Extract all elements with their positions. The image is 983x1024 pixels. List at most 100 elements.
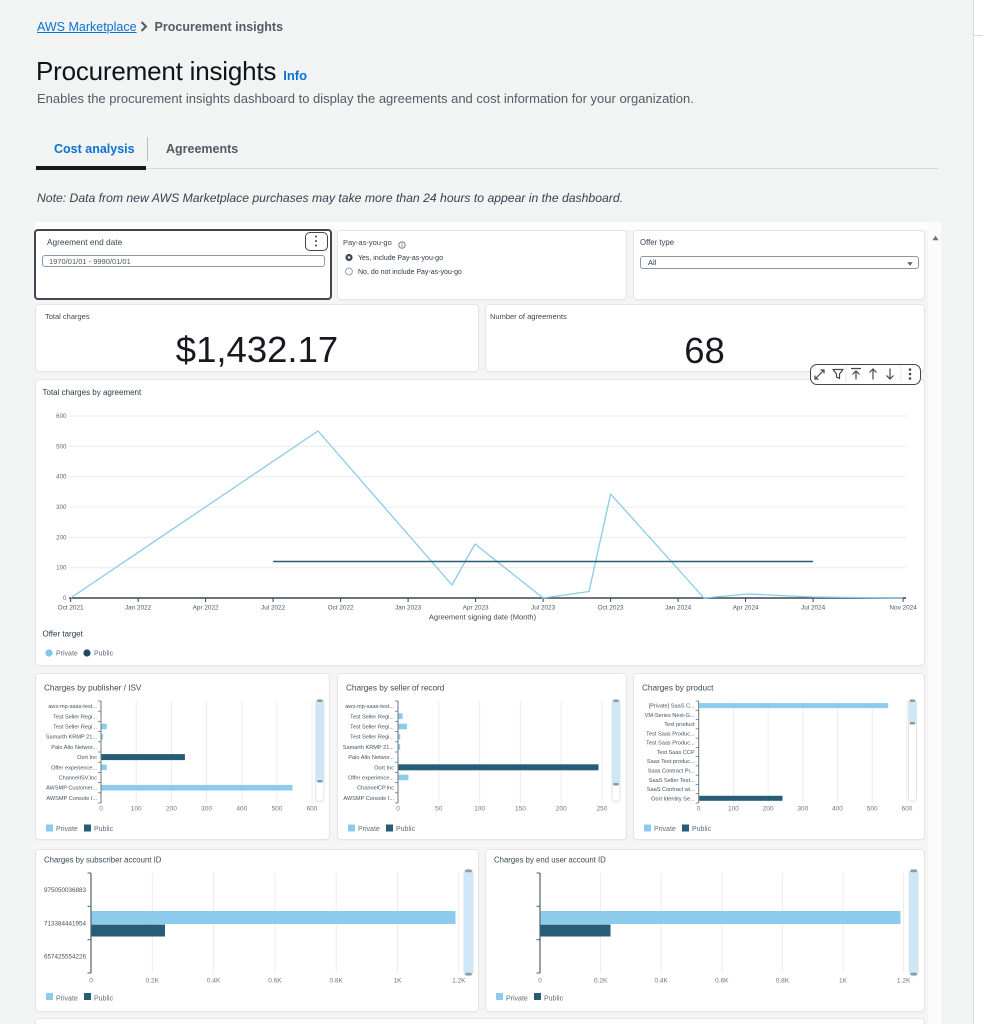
svg-text:Public: Public (94, 651, 114, 658)
svg-text:100: 100 (728, 806, 739, 813)
svg-text:Jul 2023: Jul 2023 (531, 605, 556, 612)
svg-text:ChannelCP.Inc: ChannelCP.Inc (357, 786, 394, 792)
svg-text:657425554226: 657425554226 (44, 954, 87, 961)
svg-text:Jul 2024: Jul 2024 (801, 605, 826, 612)
svg-text:50: 50 (435, 806, 443, 813)
svg-text:0.8K: 0.8K (330, 978, 344, 985)
svg-text:400: 400 (236, 806, 247, 813)
svg-text:Oct 2022: Oct 2022 (328, 605, 354, 612)
svg-text:600: 600 (901, 806, 912, 813)
svg-text:SaaS Contract wi...: SaaS Contract wi... (647, 787, 695, 793)
svg-text:400: 400 (56, 474, 67, 481)
svg-text:1K: 1K (839, 978, 848, 985)
svg-text:0.8K: 0.8K (775, 978, 789, 985)
svg-text:500: 500 (56, 443, 67, 450)
svg-text:Charges by end user account ID: Charges by end user account ID (494, 856, 606, 865)
svg-text:Oct 2021: Oct 2021 (58, 605, 84, 612)
svg-text:Samarth KRMP 21...: Samarth KRMP 21... (343, 745, 395, 751)
svg-text:Palo Alto Networ...: Palo Alto Networ... (348, 755, 394, 761)
svg-text:Test Saas CCP: Test Saas CCP (657, 750, 695, 756)
svg-text:0: 0 (63, 595, 67, 602)
svg-text:Test Seller Regi...: Test Seller Regi... (350, 714, 394, 720)
svg-text:Private: Private (506, 996, 528, 1003)
svg-text:Apr 2022: Apr 2022 (193, 605, 219, 612)
svg-text:Private: Private (654, 826, 676, 833)
svg-text:Test Seller Regi...: Test Seller Regi... (53, 725, 97, 731)
svg-text:600: 600 (307, 806, 318, 813)
svg-text:Saas Contract Pr...: Saas Contract Pr... (648, 769, 695, 775)
svg-text:300: 300 (56, 504, 67, 511)
svg-text:Total charges by agreement: Total charges by agreement (43, 388, 143, 397)
svg-text:100: 100 (131, 806, 142, 813)
svg-text:Test Seller Regi...: Test Seller Regi... (350, 735, 394, 741)
svg-text:Private: Private (358, 826, 380, 833)
svg-text:0: 0 (89, 978, 93, 985)
svg-text:Oort Inc: Oort Inc (374, 765, 394, 771)
svg-text:250: 250 (597, 806, 608, 813)
svg-text:Private: Private (56, 996, 78, 1003)
svg-text:VM-Series Next-G...: VM-Series Next-G... (645, 713, 695, 719)
svg-text:400: 400 (832, 806, 843, 813)
svg-text:500: 500 (867, 806, 878, 813)
svg-text:aws-mp-saas-test...: aws-mp-saas-test... (48, 704, 97, 710)
svg-text:AWSMP Console I...: AWSMP Console I... (343, 796, 394, 802)
svg-text:0.2K: 0.2K (146, 978, 160, 985)
svg-text:SaaS Seller Test...: SaaS Seller Test... (649, 778, 695, 784)
svg-text:Test Seller Regi...: Test Seller Regi... (350, 725, 394, 731)
svg-text:Oort Identity Se...: Oort Identity Se... (651, 796, 695, 802)
svg-text:Oct 2023: Oct 2023 (598, 605, 624, 612)
svg-text:1.2K: 1.2K (896, 978, 910, 985)
svg-text:0: 0 (538, 978, 542, 985)
svg-text:No, do not include Pay-as-you-: No, do not include Pay-as-you-go (358, 269, 462, 276)
svg-text:Public: Public (94, 996, 114, 1003)
svg-text:200: 200 (763, 806, 774, 813)
svg-text:500: 500 (272, 806, 283, 813)
svg-text:Charges by subscriber account: Charges by subscriber account ID (44, 856, 162, 865)
svg-text:Private: Private (56, 651, 78, 658)
svg-text:AWSMP Customer...: AWSMP Customer... (46, 786, 97, 792)
svg-text:0: 0 (396, 806, 400, 813)
svg-text:Apr 2023: Apr 2023 (463, 605, 489, 612)
svg-text:Public: Public (94, 826, 114, 833)
svg-text:Apr 2024: Apr 2024 (733, 605, 759, 612)
svg-text:Public: Public (396, 826, 416, 833)
svg-text:1K: 1K (394, 978, 403, 985)
svg-text:0: 0 (99, 806, 103, 813)
svg-text:713384441954: 713384441954 (44, 920, 87, 927)
svg-text:Offer target: Offer target (43, 630, 84, 639)
svg-text:150: 150 (515, 806, 526, 813)
svg-text:ChannelISV.Inc: ChannelISV.Inc (59, 776, 98, 782)
svg-text:AWSMP Console I...: AWSMP Console I... (46, 796, 97, 802)
svg-text:Saas Test produc...: Saas Test produc... (647, 759, 695, 765)
svg-text:100: 100 (56, 565, 67, 572)
svg-text:Oort Inc: Oort Inc (77, 755, 97, 761)
svg-text:Charges by publisher / ISV: Charges by publisher / ISV (44, 684, 142, 693)
svg-text:0.2K: 0.2K (593, 978, 607, 985)
svg-text:Public: Public (692, 826, 712, 833)
svg-text:300: 300 (797, 806, 808, 813)
svg-text:0.6K: 0.6K (268, 978, 282, 985)
svg-text:Test product: Test product (664, 722, 695, 728)
svg-text:Jan 2022: Jan 2022 (125, 605, 152, 612)
svg-text:Jan 2024: Jan 2024 (665, 605, 692, 612)
svg-text:Test Saas Produc...: Test Saas Produc... (646, 731, 695, 737)
svg-text:0.6K: 0.6K (715, 978, 729, 985)
svg-text:Nov 2024: Nov 2024 (889, 605, 917, 612)
svg-text:Charges by product: Charges by product (642, 684, 714, 693)
svg-text:Offer experience...: Offer experience... (51, 765, 97, 771)
svg-text:Test Seller Regi...: Test Seller Regi... (53, 714, 97, 720)
svg-text:Jul 2022: Jul 2022 (261, 605, 286, 612)
svg-text:100: 100 (474, 806, 485, 813)
svg-text:200: 200 (166, 806, 177, 813)
svg-text:Agreement signing date (Month): Agreement signing date (Month) (429, 613, 537, 622)
svg-text:200: 200 (556, 806, 567, 813)
svg-text:Private: Private (56, 826, 78, 833)
svg-text:300: 300 (201, 806, 212, 813)
svg-text:0.4K: 0.4K (207, 978, 221, 985)
svg-text:0: 0 (697, 806, 701, 813)
svg-text:600: 600 (56, 413, 67, 420)
svg-text:0.4K: 0.4K (654, 978, 668, 985)
svg-text:975050036883: 975050036883 (44, 887, 87, 894)
svg-text:Jan 2023: Jan 2023 (395, 605, 422, 612)
svg-text:200: 200 (56, 534, 67, 541)
